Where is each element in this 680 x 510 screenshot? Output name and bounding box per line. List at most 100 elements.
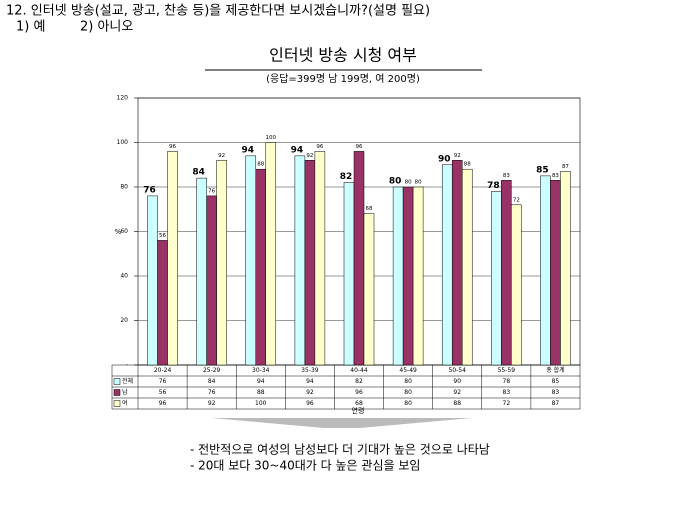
note: - 20대 보다 30~40대가 다 높은 관심을 보임 (190, 459, 420, 473)
table-value: 80 (404, 378, 412, 385)
value-label: 68 (366, 206, 373, 212)
table-value: 96 (306, 400, 314, 407)
bar (402, 186, 414, 366)
x-tick-label: 35-39 (301, 367, 319, 374)
value-label: 92 (454, 153, 461, 159)
value-label: 84 (192, 168, 205, 178)
value-label: 94 (291, 145, 304, 155)
value-label: 83 (552, 173, 559, 179)
bar (294, 155, 306, 366)
table-value: 82 (355, 378, 363, 385)
bar (255, 168, 267, 366)
bar (314, 151, 326, 366)
bar (147, 195, 158, 366)
value-label: 80 (415, 180, 422, 186)
x-tick-label: 25-29 (203, 367, 221, 374)
bar (501, 180, 512, 366)
y-tick-label: 60 (120, 228, 128, 235)
bar (540, 175, 551, 366)
y-tick-label: 40 (120, 273, 128, 280)
bar (343, 182, 355, 366)
y-tick-label: 120 (117, 95, 129, 102)
value-label: 92 (218, 153, 225, 159)
bar (392, 186, 404, 366)
arrow (212, 418, 472, 428)
x-tick-label: 총 합계 (546, 366, 564, 374)
table-value: 85 (552, 378, 560, 385)
value-label: 78 (487, 181, 500, 191)
x-tick-label: 50-54 (449, 367, 467, 374)
value-label: 56 (159, 233, 166, 239)
bar (167, 151, 178, 366)
bar (461, 168, 473, 366)
table-value: 80 (404, 389, 412, 396)
bar (265, 142, 277, 366)
value-label: 96 (169, 144, 176, 150)
bar (157, 240, 168, 366)
x-tick-label: 20-24 (154, 367, 172, 374)
y-tick-label: 100 (117, 139, 129, 146)
table-value: 96 (355, 389, 363, 396)
table-value: 56 (159, 389, 167, 396)
value-label: 80 (405, 180, 412, 186)
table-value: 80 (404, 400, 412, 407)
table-value: 72 (503, 400, 511, 407)
table-value: 94 (306, 378, 314, 385)
value-label: 90 (438, 154, 451, 164)
bar (353, 151, 365, 366)
value-label: 100 (266, 135, 277, 141)
table-value: 100 (255, 400, 267, 407)
table-value: 83 (552, 389, 560, 396)
bar (216, 160, 227, 366)
table-value: 94 (257, 378, 265, 385)
table-value: 96 (159, 400, 167, 407)
value-label: 72 (513, 197, 520, 203)
value-label: 88 (464, 162, 471, 168)
bar (304, 160, 316, 366)
value-label: 85 (536, 165, 549, 175)
table-value: 88 (453, 400, 461, 407)
question: 12. 인터넷 방송(설교, 광고, 찬송 등)을 제공한다면 보시겠습니까?(… (6, 4, 430, 19)
bar (560, 171, 571, 366)
value-label: 96 (316, 144, 323, 150)
legend-label: 남 (122, 388, 128, 396)
option: 1) 예 (16, 20, 45, 35)
bar (196, 177, 207, 366)
value-label: 94 (242, 145, 255, 155)
legend-swatch (113, 400, 121, 407)
chart-title: 인터넷 방송 시청 여부 (269, 46, 417, 65)
table-value: 88 (257, 389, 265, 396)
legend-swatch (113, 389, 121, 396)
x-axis-label: 연령 (352, 407, 365, 415)
y-axis-label: % (115, 228, 122, 236)
bar (441, 164, 453, 366)
table-value: 92 (453, 389, 461, 396)
value-label: 76 (143, 185, 156, 195)
table-value: 87 (552, 400, 560, 407)
table-value: 76 (159, 378, 167, 385)
table-value: 68 (355, 400, 363, 407)
x-tick-label: 55-59 (498, 367, 516, 374)
legend-swatch (113, 378, 121, 385)
bar (550, 180, 561, 366)
legend-label: 전체 (122, 377, 133, 385)
y-tick-label: 80 (120, 184, 128, 191)
bar (245, 155, 257, 366)
value-label: 92 (306, 153, 313, 159)
value-label: 82 (340, 172, 353, 182)
table-value: 83 (503, 389, 511, 396)
value-label: 83 (503, 173, 510, 179)
table-value: 76 (208, 389, 216, 396)
bar (451, 160, 463, 366)
bar (206, 195, 217, 366)
chart-subtitle: (응답=399명 남 199명, 여 200명) (266, 73, 420, 85)
note: - 전반적으로 여성의 남성보다 더 기대가 높은 것으로 나타남 (190, 443, 490, 457)
value-label: 96 (356, 144, 363, 150)
legend-label: 여 (122, 399, 128, 407)
bar (511, 204, 522, 366)
bar (412, 186, 424, 366)
value-label: 87 (562, 164, 569, 170)
value-label: 76 (208, 188, 215, 194)
y-tick-label: 20 (120, 317, 128, 324)
